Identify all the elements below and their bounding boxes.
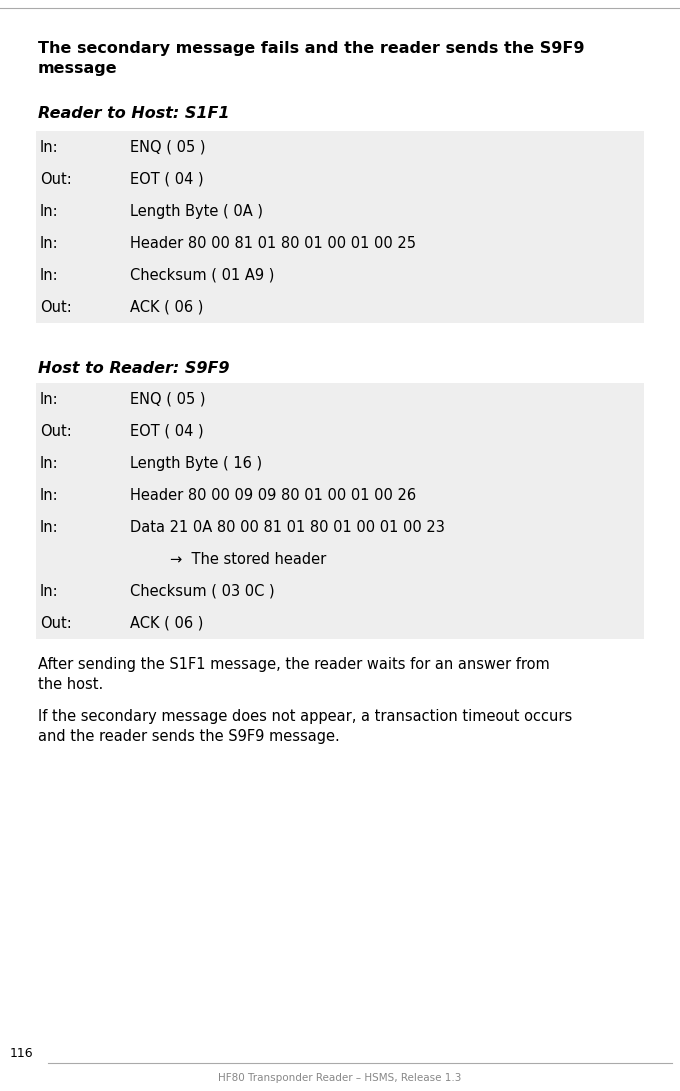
Text: In:: In: [40,456,58,471]
Text: EOT ( 04 ): EOT ( 04 ) [130,172,203,187]
Text: Header 80 00 09 09 80 01 00 01 00 26: Header 80 00 09 09 80 01 00 01 00 26 [130,488,416,503]
Text: Checksum ( 03 0C ): Checksum ( 03 0C ) [130,584,275,599]
Text: Out:: Out: [40,424,72,439]
Text: Reader to Host: S1F1: Reader to Host: S1F1 [38,106,230,121]
Bar [36,131,644,323]
Text: Length Byte ( 0A ): Length Byte ( 0A ) [130,204,263,219]
Text: In:: In: [40,204,58,219]
Text: In:: In: [40,392,58,407]
Text: Checksum ( 01 A9 ): Checksum ( 01 A9 ) [130,268,274,283]
Text: ENQ ( 05 ): ENQ ( 05 ) [130,140,205,155]
Text: After sending the S1F1 message, the reader waits for an answer from
the host.: After sending the S1F1 message, the read… [38,657,549,692]
Text: →  The stored header: → The stored header [170,552,326,567]
Text: If the secondary message does not appear, a transaction timeout occurs
and the r: If the secondary message does not appear… [38,709,573,744]
Text: EOT ( 04 ): EOT ( 04 ) [130,424,203,439]
Text: ACK ( 06 ): ACK ( 06 ) [130,300,203,315]
Text: In:: In: [40,488,58,503]
Text: In:: In: [40,520,58,535]
Text: Length Byte ( 16 ): Length Byte ( 16 ) [130,456,262,471]
Bar [36,383,644,639]
Text: HF80 Transponder Reader – HSMS, Release 1.3: HF80 Transponder Reader – HSMS, Release … [218,1074,462,1083]
Text: Header 80 00 81 01 80 01 00 01 00 25: Header 80 00 81 01 80 01 00 01 00 25 [130,236,416,251]
Text: The secondary message fails and the reader sends the S9F9
message: The secondary message fails and the read… [38,41,585,75]
Text: Out:: Out: [40,300,72,315]
Text: In:: In: [40,236,58,251]
Text: In:: In: [40,140,58,155]
Text: Data 21 0A 80 00 81 01 80 01 00 01 00 23: Data 21 0A 80 00 81 01 80 01 00 01 00 23 [130,520,445,535]
Text: ENQ ( 05 ): ENQ ( 05 ) [130,392,205,407]
Text: Out:: Out: [40,616,72,631]
Text: ACK ( 06 ): ACK ( 06 ) [130,616,203,631]
Text: In:: In: [40,584,58,599]
Text: In:: In: [40,268,58,283]
Text: Host to Reader: S9F9: Host to Reader: S9F9 [38,361,230,376]
Text: 116: 116 [10,1047,33,1060]
Text: Out:: Out: [40,172,72,187]
